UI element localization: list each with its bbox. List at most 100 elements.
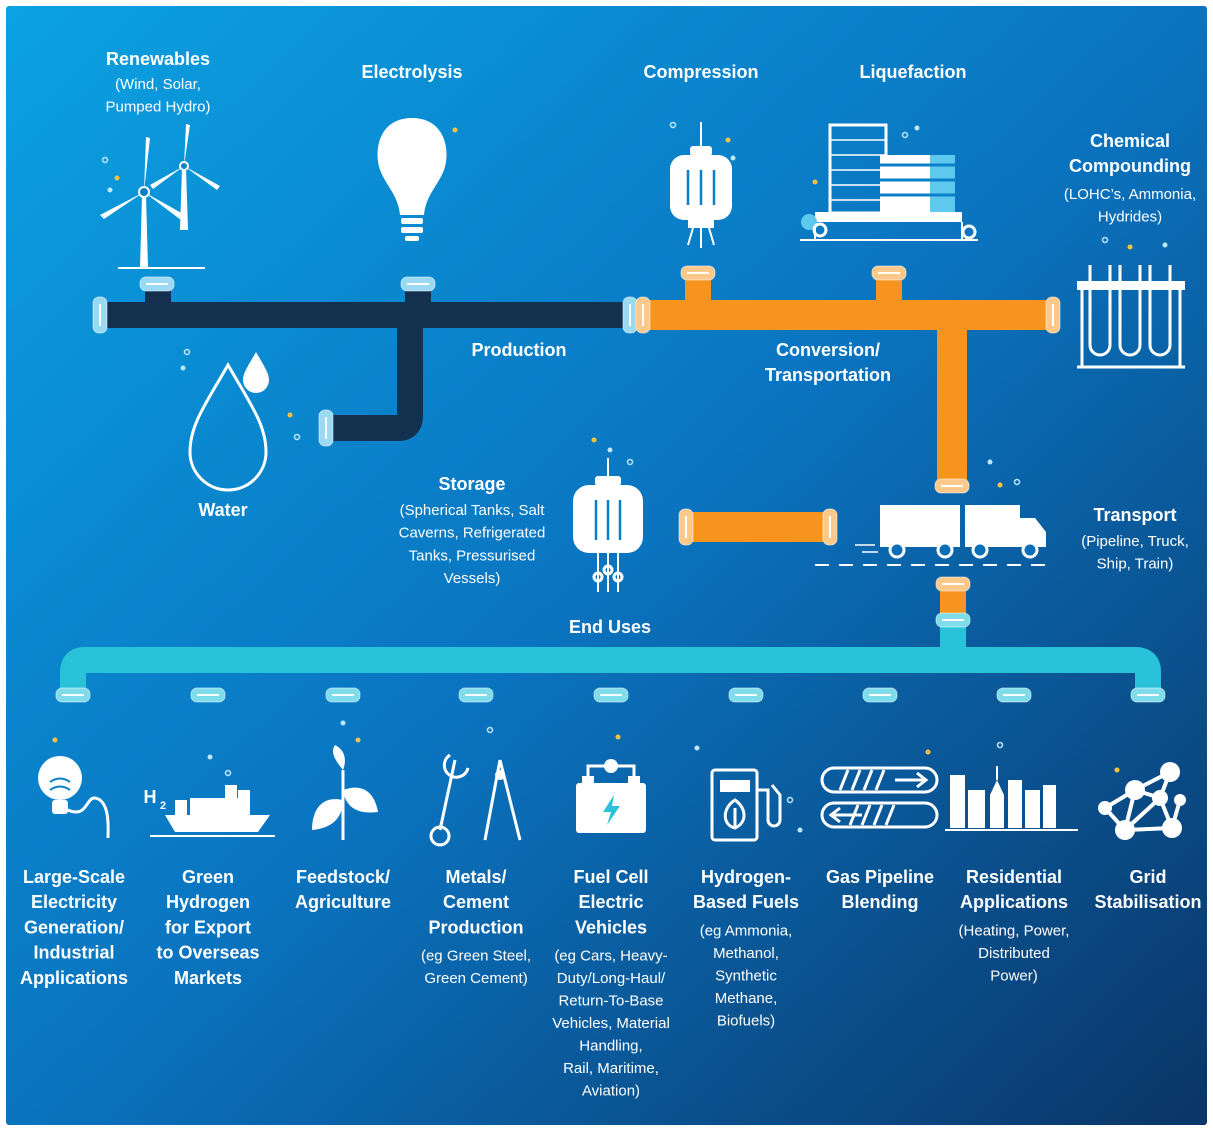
truck-icon-part [888,541,906,559]
truck-icon-part [965,505,1020,547]
end-use-title: Applications [20,968,128,988]
end-use-detail: (Heating, Power, [959,922,1070,939]
node-title: Compression [643,62,758,82]
pipeline-blending-icon-part [828,771,929,824]
sparkle [914,125,920,131]
node-detail: Caverns, Refrigerated [399,525,546,542]
fuel-pump-icon-part [757,784,782,828]
storage-tank-icon-part [602,564,614,576]
end-use-detail: Rail, Maritime, [563,1060,659,1077]
sparkle [101,156,109,164]
truck-icon-part [936,541,954,559]
end-use-title: Based Fuels [693,892,799,912]
end-use-detail: Return-To-Base [558,993,663,1010]
liquefaction-plant-icon-part [812,222,828,238]
sparkle [486,726,494,734]
sparkle [797,827,803,833]
chemical-test-tubes-icon [1077,265,1185,369]
storage-tank-icon-part [595,476,621,486]
sparkle [626,458,634,466]
pipeline-blending-icon-part [820,766,939,794]
end-use-detail: Methanol, [713,945,779,962]
sparkle [996,741,1004,749]
fuel-pump-icon-part [720,780,750,792]
node-detail: Hydrides) [1098,208,1162,225]
truck-icon [815,505,1046,566]
node-title: Chemical [1090,131,1170,151]
sparkle [812,179,818,185]
liquefaction-plant-icon-part [880,163,955,197]
agriculture-sprout-icon-part [312,799,343,830]
end-use-detail: (eg Cars, Heavy- [554,948,667,965]
end-use-detail: Duty/Long-Haul/ [557,970,666,987]
fuel-cell-battery-icon [576,759,646,833]
wind-turbine-icon [100,124,220,269]
node-title: Renewables [106,49,210,69]
end-use-detail: Biofuels) [717,1012,775,1029]
end-use-title: Stabilisation [1094,892,1201,912]
sparkle [180,365,186,371]
end-use-detail: Green Cement) [424,970,527,987]
agriculture-sprout-icon-part [343,787,378,813]
fuel-pump-icon-part [723,798,746,830]
sparkle [669,121,677,129]
end-use-title: Blending [842,892,919,912]
large-scale-bulb-icon-part [52,800,68,814]
ship-icon-part [238,790,250,798]
electrolysis-bulb-icon [377,118,447,241]
compressor-icon [670,122,732,248]
sparkle [1127,244,1133,250]
fuel-pump-icon [710,768,782,842]
end-use-title: to Overseas [156,943,259,963]
truck-icon-part [1020,518,1046,547]
truck-icon-part [855,544,878,553]
chemical-test-tubes-icon-part [1077,281,1185,290]
sparkle [591,437,597,443]
end-use-title: Hydrogen- [701,867,791,887]
agriculture-sprout-icon [312,745,378,840]
node-detail: Tanks, Pressurised [409,547,536,564]
end-use-title: Applications [960,892,1068,912]
wind-turbine-icon-part [179,161,189,171]
pipeline-blending-icon [820,766,939,829]
end-use-title: Production [429,917,524,937]
wind-turbine-icon-part [138,186,150,198]
labels: Production Conversion/Transportation End U… [20,49,1202,1100]
compressor-icon-part [687,227,715,248]
sparkle [207,754,213,760]
node-title: Transport [1093,505,1176,525]
truck-icon-part [971,541,989,559]
end-use-title: Cement [443,892,509,912]
stage-label: Transportation [765,365,891,385]
fuel-cell-battery-icon-part [604,759,618,773]
ship-icon-part [225,785,237,798]
city-buildings-icon [945,766,1078,831]
end-use-detail: Power) [990,967,1038,984]
grid-network-icon-part [1115,820,1135,840]
wind-turbine-icon-part [140,195,148,268]
pipes [60,275,1161,695]
storage-tank-icon-part [612,571,624,583]
water-drop-icon [188,352,269,492]
node-title: Electrolysis [361,62,462,82]
liquefaction-plant-icon-part [815,212,962,222]
liquefaction-plant-icon-part [830,139,886,201]
grid-network-icon-part [1162,818,1182,838]
tools-icon-part [438,759,457,831]
end-use-detail: Aviation) [582,1083,640,1100]
end-use-title: Agriculture [295,892,391,912]
grid-network-icon-part [1152,790,1168,806]
fuel-cell-battery-icon-part [628,776,640,784]
pipes-part [330,315,423,441]
sparkle [452,127,458,133]
chemical-test-tubes-icon-part [1080,290,1182,367]
pipes-part [60,647,1161,695]
fuel-cell-battery-icon-part [603,795,620,825]
end-use-title: Electric [578,892,643,912]
sparkle [224,769,232,777]
tools-icon-part [429,825,451,847]
sparkle [987,459,993,465]
end-use-detail: (eg Green Steel, [421,948,531,965]
grid-network-icon-part [1174,794,1186,806]
node-title: Water [198,500,247,520]
